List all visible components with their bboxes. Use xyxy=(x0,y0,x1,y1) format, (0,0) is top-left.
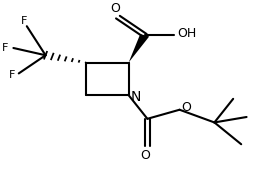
Text: O: O xyxy=(181,100,191,113)
Text: F: F xyxy=(9,70,15,80)
Text: O: O xyxy=(140,149,150,162)
Text: O: O xyxy=(110,2,120,15)
Text: OH: OH xyxy=(177,27,196,40)
Text: F: F xyxy=(2,43,9,53)
Text: F: F xyxy=(21,16,27,26)
Polygon shape xyxy=(129,34,149,62)
Text: N: N xyxy=(130,90,140,104)
